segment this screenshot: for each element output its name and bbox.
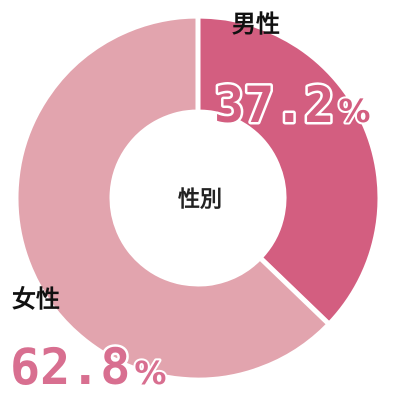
donut-center-label: 性別 <box>178 188 222 213</box>
slice-value-female-number: 62.8 <box>10 338 130 396</box>
slice-label-female: 女性 <box>12 285 60 313</box>
slice-male <box>195 13 383 328</box>
slice-label-male: 男性 <box>232 10 280 38</box>
slice-value-male-unit: % <box>338 92 370 130</box>
slice-value-female: 62.8% <box>10 338 166 396</box>
slice-female <box>13 13 333 383</box>
donut-slices <box>13 13 383 383</box>
slice-value-male-number: 37.2 <box>214 76 334 134</box>
slice-value-male: 37.2% <box>214 76 370 134</box>
slice-value-female-unit: % <box>134 354 166 392</box>
